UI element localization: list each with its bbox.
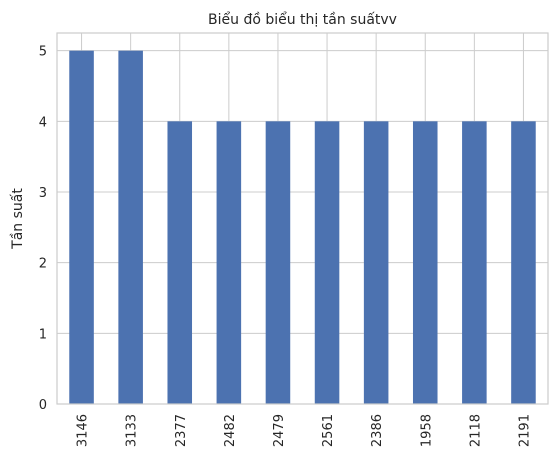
bar-2191 xyxy=(511,121,536,404)
bar-3133 xyxy=(118,51,143,404)
y-tick-label: 1 xyxy=(39,327,47,342)
x-tick-label: 2377 xyxy=(174,414,189,447)
y-tick-label: 4 xyxy=(39,115,47,130)
y-axis-label: Tần suất xyxy=(10,188,26,250)
x-tick-label: 3146 xyxy=(76,414,91,447)
bar-2479 xyxy=(266,121,291,404)
bar-2561 xyxy=(315,121,340,404)
bar-1958 xyxy=(413,121,438,404)
x-tick-label: 2118 xyxy=(468,414,483,447)
y-tick-label: 5 xyxy=(39,45,47,60)
x-tick-label: 2561 xyxy=(321,414,336,447)
bar-2377 xyxy=(167,121,192,404)
x-tick-label: 1958 xyxy=(419,414,434,447)
bar-2118 xyxy=(462,121,487,404)
y-tick-label: 2 xyxy=(39,257,47,272)
x-tick-label: 2386 xyxy=(370,414,385,447)
x-tick-label: 2191 xyxy=(517,414,532,447)
bar-2482 xyxy=(217,121,242,404)
y-tick-label: 0 xyxy=(39,398,47,413)
x-tick-label: 2479 xyxy=(272,414,287,447)
chart-title: Biểu đồ biểu thị tần suấtvv xyxy=(208,11,397,28)
x-tick-label: 3133 xyxy=(125,414,140,447)
y-tick-label: 3 xyxy=(39,186,47,201)
x-tick-label: 2482 xyxy=(223,414,238,447)
bar-3146 xyxy=(69,51,94,404)
bar-2386 xyxy=(364,121,389,404)
